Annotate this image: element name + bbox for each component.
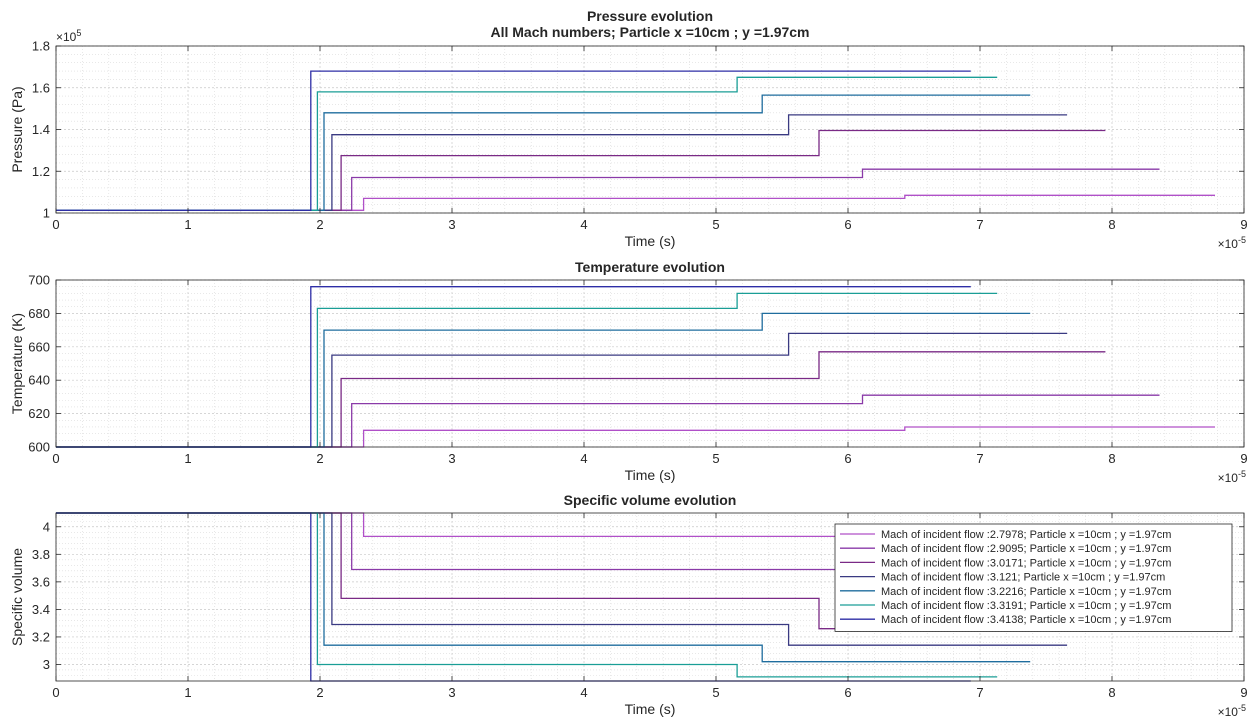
x-tick-label: 8 xyxy=(1108,685,1115,700)
x-tick-label: 3 xyxy=(448,217,455,232)
x-tick-label: 7 xyxy=(976,217,983,232)
y-axis-exponent: ×105 xyxy=(56,28,81,44)
x-tick-label: 8 xyxy=(1108,451,1115,466)
x-tick-label: 9 xyxy=(1240,217,1247,232)
y-tick-label: 620 xyxy=(28,406,50,421)
x-tick-label: 1 xyxy=(184,217,191,232)
legend-entry: Mach of incident flow :3.0171; Particle … xyxy=(881,557,1171,569)
x-tick-label: 8 xyxy=(1108,217,1115,232)
x-tick-label: 9 xyxy=(1240,685,1247,700)
x-tick-label: 5 xyxy=(712,451,719,466)
x-tick-label: 6 xyxy=(844,685,851,700)
x-tick-label: 2 xyxy=(316,217,323,232)
x-axis-exponent: ×10-5 xyxy=(1218,703,1246,719)
x-tick-label: 3 xyxy=(448,685,455,700)
x-tick-label: 1 xyxy=(184,685,191,700)
tick-marks xyxy=(55,513,1245,681)
y-tick-label: 3.6 xyxy=(32,574,50,589)
legend-entry: Mach of incident flow :3.3191; Particle … xyxy=(881,600,1171,612)
chart-subtitle: All Mach numbers; Particle x =10cm ; y =… xyxy=(490,24,809,40)
x-tick-label: 0 xyxy=(52,451,59,466)
legend-box xyxy=(834,523,1233,632)
y-tick-label: 1.4 xyxy=(32,122,50,137)
x-tick-label: 2 xyxy=(316,451,323,466)
legend-entry: Mach of incident flow :3.121; Particle x… xyxy=(881,572,1165,584)
x-tick-label: 2 xyxy=(316,685,323,700)
x-tick-label: 7 xyxy=(976,685,983,700)
x-axis-exponent: ×10-5 xyxy=(1218,235,1246,251)
axes-box xyxy=(55,279,1245,448)
chart-title: Specific volume evolution xyxy=(564,492,737,508)
x-tick-label: 7 xyxy=(976,451,983,466)
x-axis-label: Time (s) xyxy=(625,701,676,717)
legend-entry: Mach of incident flow :2.9095; Particle … xyxy=(881,543,1171,555)
legend: Mach of incident flow :2.7978; Particle … xyxy=(834,523,1233,632)
x-tick-label: 4 xyxy=(580,217,587,232)
y-tick-label: 600 xyxy=(28,440,50,455)
legend-entry: Mach of incident flow :3.4138; Particle … xyxy=(881,614,1171,626)
x-tick-label: 4 xyxy=(580,451,587,466)
y-tick-label: 3.4 xyxy=(32,602,50,617)
legend-entry: Mach of incident flow :3.2216; Particle … xyxy=(881,586,1171,598)
x-tick-label: 5 xyxy=(712,217,719,232)
y-tick-label: 3 xyxy=(43,657,50,672)
series-line-7 xyxy=(56,70,971,211)
x-tick-label: 1 xyxy=(184,451,191,466)
y-tick-label: 680 xyxy=(28,306,50,321)
y-tick-label: 3.2 xyxy=(32,629,50,644)
x-tick-label: 3 xyxy=(448,451,455,466)
x-tick-label: 4 xyxy=(580,685,587,700)
x-tick-label: 5 xyxy=(712,685,719,700)
chart-title: Pressure evolution xyxy=(587,8,713,24)
plot-area xyxy=(56,280,1244,447)
y-tick-label: 1.2 xyxy=(32,164,50,179)
y-tick-label: 1 xyxy=(43,206,50,221)
y-tick-label: 660 xyxy=(28,339,50,354)
tick-marks xyxy=(55,45,1245,214)
x-axis-label: Time (s) xyxy=(625,467,676,483)
x-tick-label: 0 xyxy=(52,217,59,232)
x-tick-label: 6 xyxy=(844,217,851,232)
series-group xyxy=(56,70,1215,211)
axes-box xyxy=(55,512,1245,682)
y-tick-label: 4 xyxy=(43,519,50,534)
minor-grid xyxy=(56,280,1244,447)
chart-title: Temperature evolution xyxy=(575,259,725,275)
y-tick-label: 3.8 xyxy=(32,547,50,562)
y-tick-label: 1.6 xyxy=(32,80,50,95)
chart-panel-3: 0 1 2 3 4 5 6 7 8 9 3 3.2 3.4 3.6 3.8 4 Time (s) Specific… xyxy=(9,492,1248,719)
x-axis-exponent: ×10-5 xyxy=(1218,469,1246,485)
x-tick-label: 6 xyxy=(844,451,851,466)
y-tick-label: 700 xyxy=(28,273,50,288)
x-tick-label: 0 xyxy=(52,685,59,700)
y-tick-label: 1.8 xyxy=(32,39,50,54)
x-tick-label: 9 xyxy=(1240,451,1247,466)
y-tick-label: 640 xyxy=(28,373,50,388)
y-axis-label: Temperature (K) xyxy=(9,313,25,414)
y-axis-label: Pressure (Pa) xyxy=(9,86,25,172)
x-axis-label: Time (s) xyxy=(625,233,676,249)
tick-marks xyxy=(55,279,1245,448)
y-axis-label: Specific volume xyxy=(9,548,25,646)
chart-panel-2: 0 1 2 3 4 5 6 7 8 9 600 620 640 660 680 700 Time (s) Temp… xyxy=(9,259,1248,485)
legend-entry: Mach of incident flow :2.7978; Particle … xyxy=(881,529,1171,541)
